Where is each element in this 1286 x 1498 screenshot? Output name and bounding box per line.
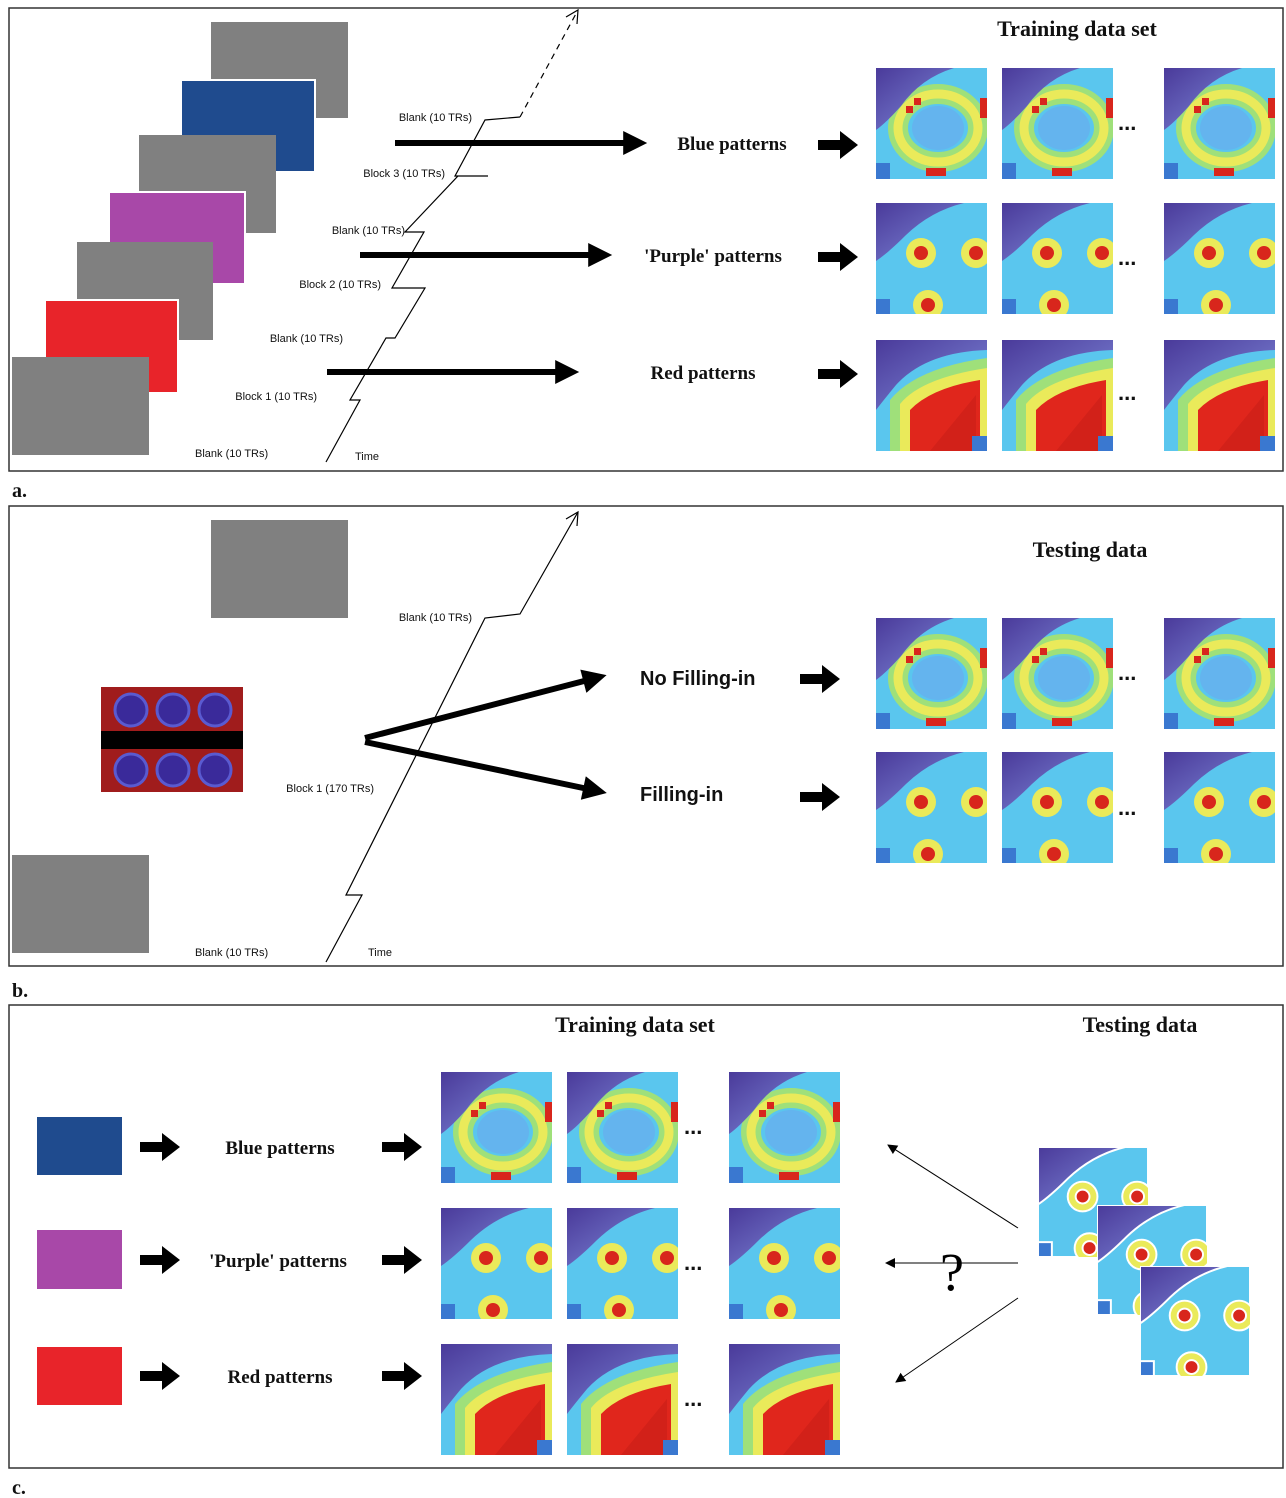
ellipsis: ... (1118, 110, 1136, 135)
timeline-label: Block 3 (10 TRs) (363, 168, 445, 180)
heatmap (441, 1072, 552, 1183)
circle (115, 754, 147, 786)
arrow (382, 1246, 422, 1274)
row-label: Blue patterns (225, 1138, 334, 1159)
purple-stimulus (37, 1230, 122, 1289)
timeline-label: Blank (10 TRs) (399, 612, 472, 624)
panel-label: a. (12, 480, 27, 502)
figure: Blank (10 TRs) Block 3 (10 TRs) Blank (1… (0, 0, 1286, 1498)
heatmap (729, 1208, 844, 1325)
circle (157, 694, 189, 726)
row-label: Filling-in (640, 784, 723, 806)
heatmap (1164, 340, 1275, 451)
ellipsis: ... (684, 1386, 702, 1411)
arrow (365, 680, 588, 738)
arrow (818, 131, 858, 159)
timeline-label: Blank (10 TRs) (195, 448, 268, 460)
blank-screen (211, 520, 348, 618)
heatmap (1140, 1266, 1254, 1382)
heatmap (876, 203, 991, 320)
panel-title: Training data set (555, 1012, 715, 1037)
arrow (896, 1298, 1018, 1382)
line (520, 10, 578, 117)
arrow (365, 742, 588, 789)
blue-stimulus (37, 1117, 122, 1175)
shape (101, 731, 243, 749)
ellipsis: ... (684, 1250, 702, 1275)
timeline-label: Block 1 (170 TRs) (286, 783, 374, 795)
heatmap (729, 1344, 840, 1455)
circle (115, 694, 147, 726)
row-label: 'Purple' patterns (644, 246, 782, 267)
heatmap (1164, 68, 1275, 179)
circle (199, 754, 231, 786)
timeline-label: Block 1 (10 TRs) (235, 391, 317, 403)
circle (199, 694, 231, 726)
arrow (140, 1362, 180, 1390)
blank-screen (12, 855, 149, 953)
panel-b: Blank (10 TRs) Block 1 (170 TRs) Blank (… (9, 506, 1283, 966)
circle (157, 754, 189, 786)
ellipsis: ... (684, 1114, 702, 1139)
panel-label: c. (12, 1477, 26, 1498)
panel-title: Training data set (997, 16, 1157, 41)
timeline-label: Blank (10 TRs) (270, 333, 343, 345)
heatmap (567, 1072, 678, 1183)
arrow (800, 783, 840, 811)
row-label: 'Purple' patterns (209, 1251, 347, 1272)
heatmap (1164, 752, 1279, 869)
ellipsis: ... (1118, 795, 1136, 820)
panel-a: Blank (10 TRs) Block 3 (10 TRs) Blank (1… (9, 8, 1283, 471)
heatmap (1002, 203, 1117, 320)
heatmap (567, 1208, 682, 1325)
panel-label: b. (12, 980, 28, 1002)
timeline-label: Block 2 (10 TRs) (299, 279, 381, 291)
question-mark: ? (940, 1242, 964, 1302)
timeline (326, 512, 578, 962)
blank-screen (12, 357, 149, 455)
arrow (382, 1133, 422, 1161)
arrow (382, 1362, 422, 1390)
time-label: Time (355, 451, 379, 463)
heatmap (876, 618, 987, 729)
heatmap (441, 1208, 556, 1325)
arrow (800, 665, 840, 693)
ellipsis: ... (1118, 660, 1136, 685)
group (1038, 1147, 1254, 1382)
timeline-label: Blank (10 TRs) (399, 112, 472, 124)
row-label: Red patterns (650, 363, 755, 384)
row-label: No Filling-in (640, 668, 756, 690)
arrow (818, 360, 858, 388)
ellipsis: ... (1118, 380, 1136, 405)
heatmap (876, 340, 987, 451)
heatmap (729, 1072, 840, 1183)
red-stimulus (37, 1347, 122, 1405)
time-label: Time (368, 947, 392, 959)
arrow (888, 1145, 1018, 1228)
timeline-label: Blank (10 TRs) (332, 225, 405, 237)
row-label: Blue patterns (677, 134, 786, 155)
heatmap (1164, 618, 1275, 729)
panel-title: Testing data (1083, 1012, 1198, 1037)
timeline-label: Blank (10 TRs) (195, 947, 268, 959)
heatmap (876, 752, 991, 869)
row-label: Red patterns (227, 1367, 332, 1388)
heatmap (1002, 752, 1117, 869)
ellipsis: ... (1118, 245, 1136, 270)
arrow (140, 1246, 180, 1274)
arrow (818, 243, 858, 271)
panel-c: Training data set Testing data Blue patt… (9, 1005, 1283, 1468)
heatmap (1002, 618, 1113, 729)
heatmap (1002, 340, 1113, 451)
heatmap (876, 68, 987, 179)
panel-title: Testing data (1033, 537, 1148, 562)
arrow (140, 1133, 180, 1161)
heatmap (567, 1344, 678, 1455)
heatmap (441, 1344, 552, 1455)
line (566, 10, 578, 24)
heatmap (1164, 203, 1279, 320)
heatmap (1002, 68, 1113, 179)
